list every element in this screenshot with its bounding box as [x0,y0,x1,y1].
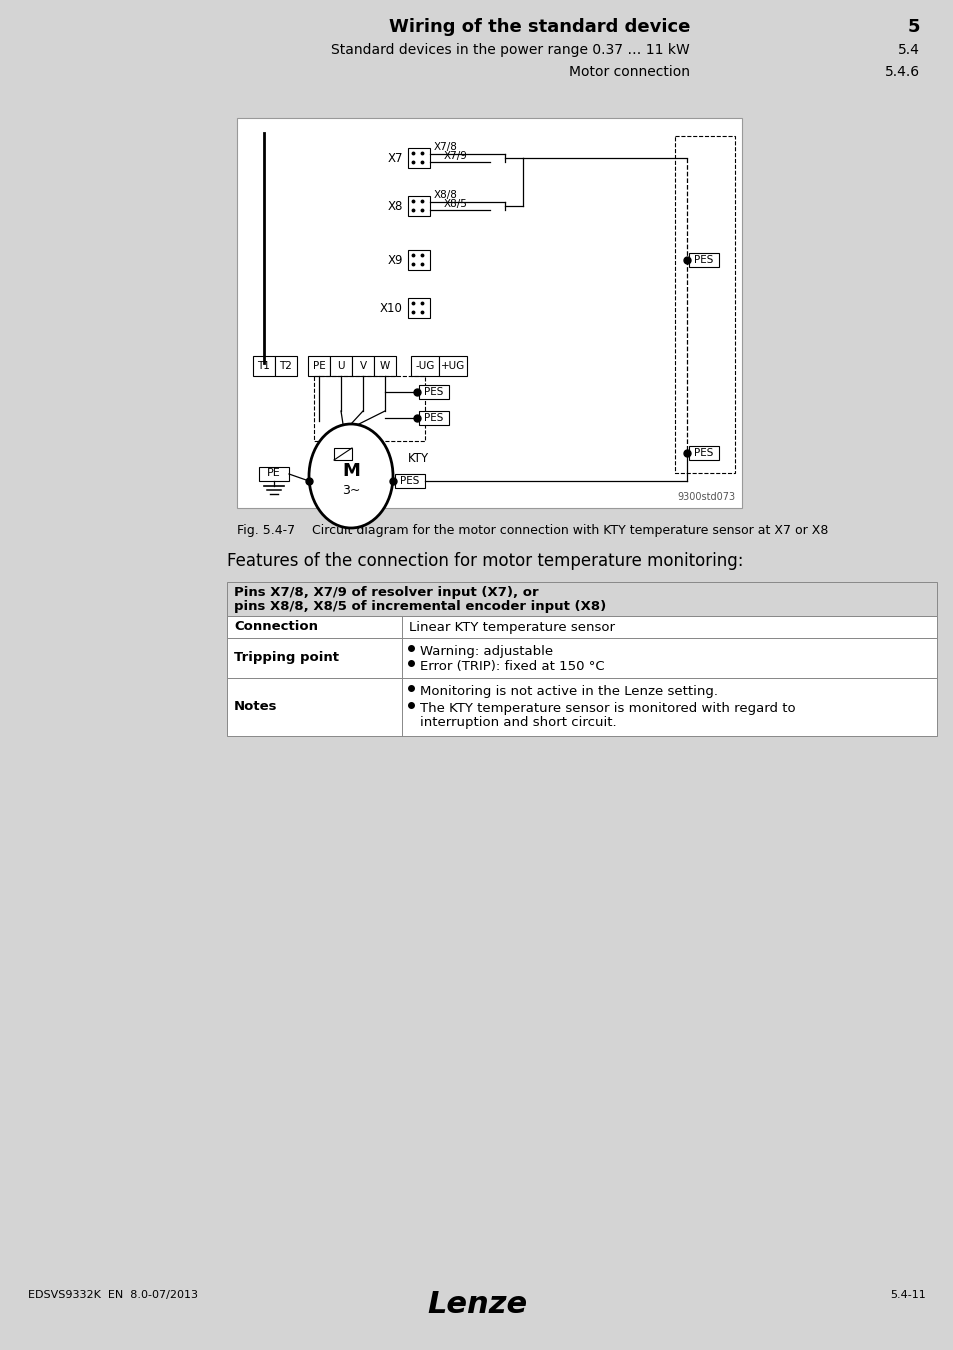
Text: T1: T1 [257,360,270,371]
Bar [227,582,936,616]
Text: Pins X7/8, X7/9 of resolver input (X7), or: Pins X7/8, X7/9 of resolver input (X7), … [233,586,538,599]
Text: Tripping point: Tripping point [233,652,338,664]
Bar [227,616,936,639]
Text: 5.4: 5.4 [897,43,919,57]
Text: The KTY temperature sensor is monitored with regard to: The KTY temperature sensor is monitored … [419,702,795,716]
Bar [408,196,430,216]
Text: PES: PES [424,387,443,397]
Bar [411,356,438,377]
Text: V: V [359,360,366,371]
Bar [418,385,449,400]
Text: X8/5: X8/5 [443,198,467,209]
Bar [688,446,719,460]
Text: PES: PES [424,413,443,423]
Text: X10: X10 [379,301,402,315]
Text: W: W [379,360,390,371]
Bar [253,356,274,377]
Bar [395,474,424,487]
Text: Error (TRIP): fixed at 150 °C: Error (TRIP): fixed at 150 °C [419,660,604,674]
Text: Fig. 5.4-7: Fig. 5.4-7 [236,524,294,537]
Text: -UG: -UG [415,360,435,371]
Text: Monitoring is not active in the Lenze setting.: Monitoring is not active in the Lenze se… [419,684,718,698]
Bar [352,356,374,377]
Text: X8: X8 [387,200,402,212]
Text: PES: PES [400,477,419,486]
Text: X8/8: X8/8 [434,190,457,200]
Bar [688,252,719,267]
Text: 9300std073: 9300std073 [678,491,735,502]
Text: X7/8: X7/8 [434,142,457,153]
Text: T2: T2 [279,360,293,371]
Text: KTY: KTY [408,452,429,466]
Text: U: U [337,360,344,371]
Text: X7: X7 [387,151,402,165]
Text: Wiring of the standard device: Wiring of the standard device [388,18,689,36]
Text: +UG: +UG [440,360,465,371]
Text: PE: PE [313,360,325,371]
Bar [227,678,936,736]
Bar [408,298,430,319]
Bar [258,467,289,481]
Text: Warning: adjustable: Warning: adjustable [419,645,553,657]
Text: Motor connection: Motor connection [568,65,689,80]
Bar [330,356,352,377]
Text: Features of the connection for motor temperature monitoring:: Features of the connection for motor tem… [227,552,742,570]
Text: Standard devices in the power range 0.37 … 11 kW: Standard devices in the power range 0.37… [331,43,689,57]
Text: 5: 5 [906,18,919,36]
Bar [675,136,734,472]
Text: EDSVS9332K  EN  8.0-07/2013: EDSVS9332K EN 8.0-07/2013 [28,1291,198,1300]
Bar [236,117,741,508]
Ellipse shape [309,424,393,528]
Bar [438,356,467,377]
Text: M: M [342,462,359,481]
Text: 3~: 3~ [341,483,360,497]
Text: Circuit diagram for the motor connection with KTY temperature sensor at X7 or X8: Circuit diagram for the motor connection… [312,524,827,537]
Text: Linear KTY temperature sensor: Linear KTY temperature sensor [409,621,615,633]
Text: PES: PES [694,255,713,265]
Text: PES: PES [694,448,713,458]
Text: Lenze: Lenze [427,1291,526,1319]
Text: interruption and short circuit.: interruption and short circuit. [419,716,616,729]
Text: X7/9: X7/9 [443,151,467,161]
Bar [418,410,449,425]
Text: pins X8/8, X8/5 of incremental encoder input (X8): pins X8/8, X8/5 of incremental encoder i… [233,599,605,613]
Text: 5.4.6: 5.4.6 [884,65,919,80]
Text: Connection: Connection [233,621,317,633]
Text: PE: PE [267,468,280,478]
Bar [314,377,424,441]
Bar [374,356,395,377]
Bar [274,356,296,377]
Bar [334,448,352,460]
Bar [227,639,936,678]
Bar [408,250,430,270]
Text: X9: X9 [387,254,402,266]
Text: 5.4-11: 5.4-11 [889,1291,925,1300]
Bar [408,148,430,167]
Bar [308,356,330,377]
Text: Notes: Notes [233,701,277,714]
